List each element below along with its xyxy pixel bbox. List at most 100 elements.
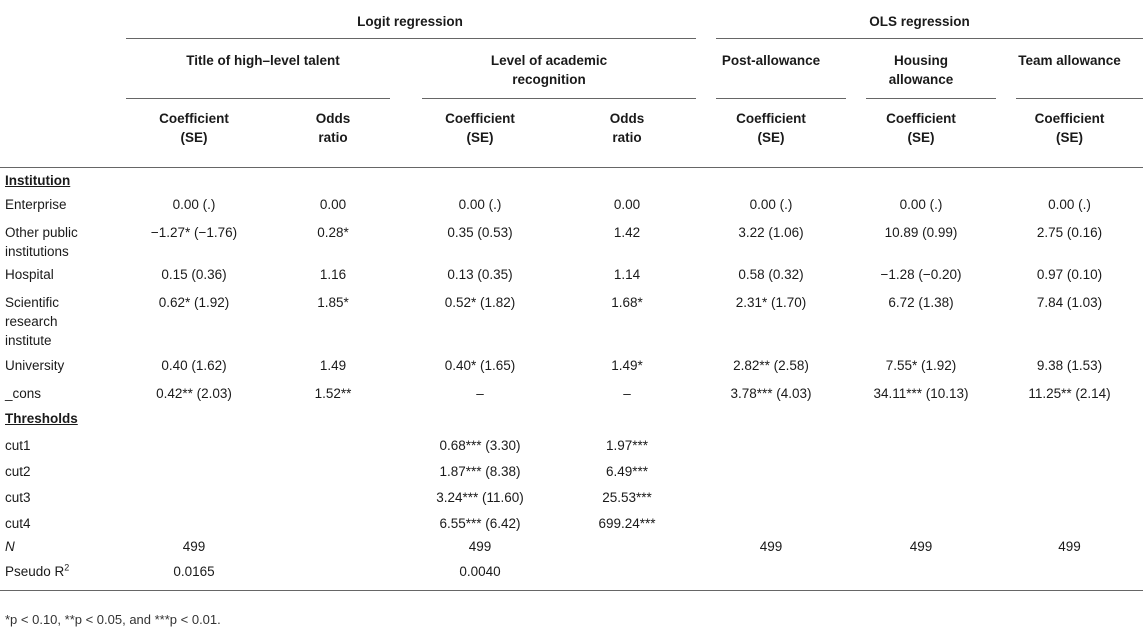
- cell: 0.13 (0.35): [447, 267, 513, 282]
- cell: [264, 485, 402, 511]
- cell: 7.84 (1.03): [1036, 295, 1103, 310]
- cell: 0.40* (1.65): [444, 358, 516, 373]
- section-label-institution: Institution: [0, 166, 124, 192]
- cell: 0.68*** (3.30): [439, 438, 521, 453]
- cell: –: [476, 386, 484, 401]
- cell: [696, 485, 846, 511]
- cell: 6.55*** (6.42): [439, 516, 521, 531]
- row-label: cut3: [5, 490, 31, 505]
- model-header-team: Team allowance: [1018, 53, 1121, 68]
- cell: 3.24*** (11.60): [436, 490, 524, 505]
- col-header-coef: Coefficient (SE): [1034, 111, 1105, 145]
- cell: 1.85*: [317, 295, 349, 310]
- cell: 25.53***: [602, 490, 652, 505]
- cell: [996, 511, 1143, 537]
- row-label: Scientific research institute: [5, 295, 60, 348]
- cell: [846, 433, 996, 459]
- cell: [264, 433, 402, 459]
- cell: 499: [182, 539, 206, 554]
- model-header-housing: Housing allowance: [888, 53, 954, 87]
- header-row-models: Title of high–level talent Level of acad…: [0, 39, 1143, 98]
- regression-table: Logit regression OLS regression Title of…: [0, 0, 1143, 591]
- cell: [996, 459, 1143, 485]
- cell: 1.68*: [611, 295, 643, 310]
- cell: 1.52**: [314, 386, 352, 401]
- cell: [124, 511, 264, 537]
- cell: [696, 433, 846, 459]
- cell: 0.40 (1.62): [161, 358, 227, 373]
- cell: 11.25** (2.14): [1028, 386, 1111, 401]
- row-label: Hospital: [5, 267, 54, 282]
- table-row: cut2 1.87*** (8.38) 6.49***: [0, 459, 1143, 485]
- cell: 0.97 (0.10): [1036, 267, 1103, 282]
- group-header-ols: OLS regression: [869, 14, 970, 29]
- cell: 0.52* (1.82): [444, 295, 516, 310]
- table-row-n: N 499 499 499 499 499: [0, 537, 1143, 562]
- col-header-coef: Coefficient (SE): [445, 111, 515, 145]
- cell: [264, 511, 402, 537]
- cell: 0.58 (0.32): [738, 267, 804, 282]
- cell: 1.49*: [611, 358, 643, 373]
- row-label: Other public institutions: [5, 225, 78, 259]
- row-label: cut2: [5, 464, 31, 479]
- cell: 0.00: [613, 197, 641, 212]
- table-row: University 0.40 (1.62) 1.49 0.40* (1.65) 1.4…: [0, 353, 1143, 381]
- table-row: Scientific research institute 0.62* (1.92) 1…: [0, 290, 1143, 353]
- cell: 1.16: [319, 267, 347, 282]
- cell: 6.49***: [605, 464, 649, 479]
- cell: 3.22 (1.06): [738, 225, 804, 240]
- row-label: Pseudo R2: [0, 562, 124, 591]
- table-footnote: *p < 0.10, **p < 0.05, and ***p < 0.01.: [5, 612, 221, 627]
- cell: 1.49: [319, 358, 347, 373]
- cell: 499: [759, 539, 783, 554]
- cell: [846, 485, 996, 511]
- cell: 1.42: [613, 225, 641, 240]
- header-row-stats: Coefficient (SE) Odds ratio Coefficient (SE…: [0, 99, 1143, 167]
- model-header-title: Title of high–level talent: [186, 53, 340, 68]
- table-row: _cons 0.42** (2.03) 1.52** – – 3.78*** (4.03)…: [0, 381, 1143, 409]
- cell: [124, 433, 264, 459]
- cell: 0.00 (.): [749, 197, 793, 212]
- row-label: cut1: [5, 438, 31, 453]
- row-label: N: [5, 539, 15, 554]
- cell: 0.00 (.): [458, 197, 502, 212]
- col-header-coef: Coefficient (SE): [736, 111, 806, 145]
- header-row-groups: Logit regression OLS regression: [0, 0, 1143, 38]
- model-header-post: Post-allowance: [721, 53, 821, 68]
- col-header-coef: Coefficient (SE): [886, 111, 956, 145]
- section-row-thresholds: Thresholds: [0, 409, 1143, 433]
- cell: 1.97***: [605, 438, 649, 453]
- cell: [996, 485, 1143, 511]
- col-header-coef: Coefficient (SE): [159, 111, 229, 145]
- row-label: cut4: [5, 516, 31, 531]
- cell: [696, 459, 846, 485]
- cell: 2.31* (1.70): [735, 295, 807, 310]
- table-row: Other public institutions −1.27* (−1.76) 0.…: [0, 220, 1143, 262]
- col-header-odds: Odds ratio: [609, 111, 645, 145]
- cell: 0.0165: [124, 562, 264, 591]
- row-label: University: [5, 358, 65, 373]
- table-row: cut1 0.68*** (3.30) 1.97***: [0, 433, 1143, 459]
- cell: 7.55* (1.92): [885, 358, 957, 373]
- cell: –: [623, 386, 631, 401]
- cell: [996, 433, 1143, 459]
- section-label-thresholds: Thresholds: [5, 411, 78, 426]
- model-header-academic: Level of academic recognition: [490, 53, 608, 87]
- cell: 0.00 (.): [899, 197, 943, 212]
- cell: 1.14: [613, 267, 641, 282]
- table-row: Hospital 0.15 (0.36) 1.16 0.13 (0.35) 1.14 0.…: [0, 262, 1143, 290]
- cell: 0.00 (.): [172, 197, 216, 212]
- cell: 0.15 (0.36): [161, 267, 227, 282]
- table-row: cut4 6.55*** (6.42) 699.24***: [0, 511, 1143, 537]
- cell: 6.72 (1.38): [888, 295, 954, 310]
- section-row-institution: Institution: [0, 166, 1143, 192]
- cell: [124, 485, 264, 511]
- row-label: _cons: [5, 386, 42, 401]
- table-row-pseudo-r2: Pseudo R2 0.0165 0.0040: [0, 562, 1143, 591]
- col-header-odds: Odds ratio: [315, 111, 351, 145]
- cell: 1.87*** (8.38): [439, 464, 521, 479]
- cell: 499: [909, 539, 933, 554]
- cell: 499: [468, 539, 492, 554]
- table-row: cut3 3.24*** (11.60) 25.53***: [0, 485, 1143, 511]
